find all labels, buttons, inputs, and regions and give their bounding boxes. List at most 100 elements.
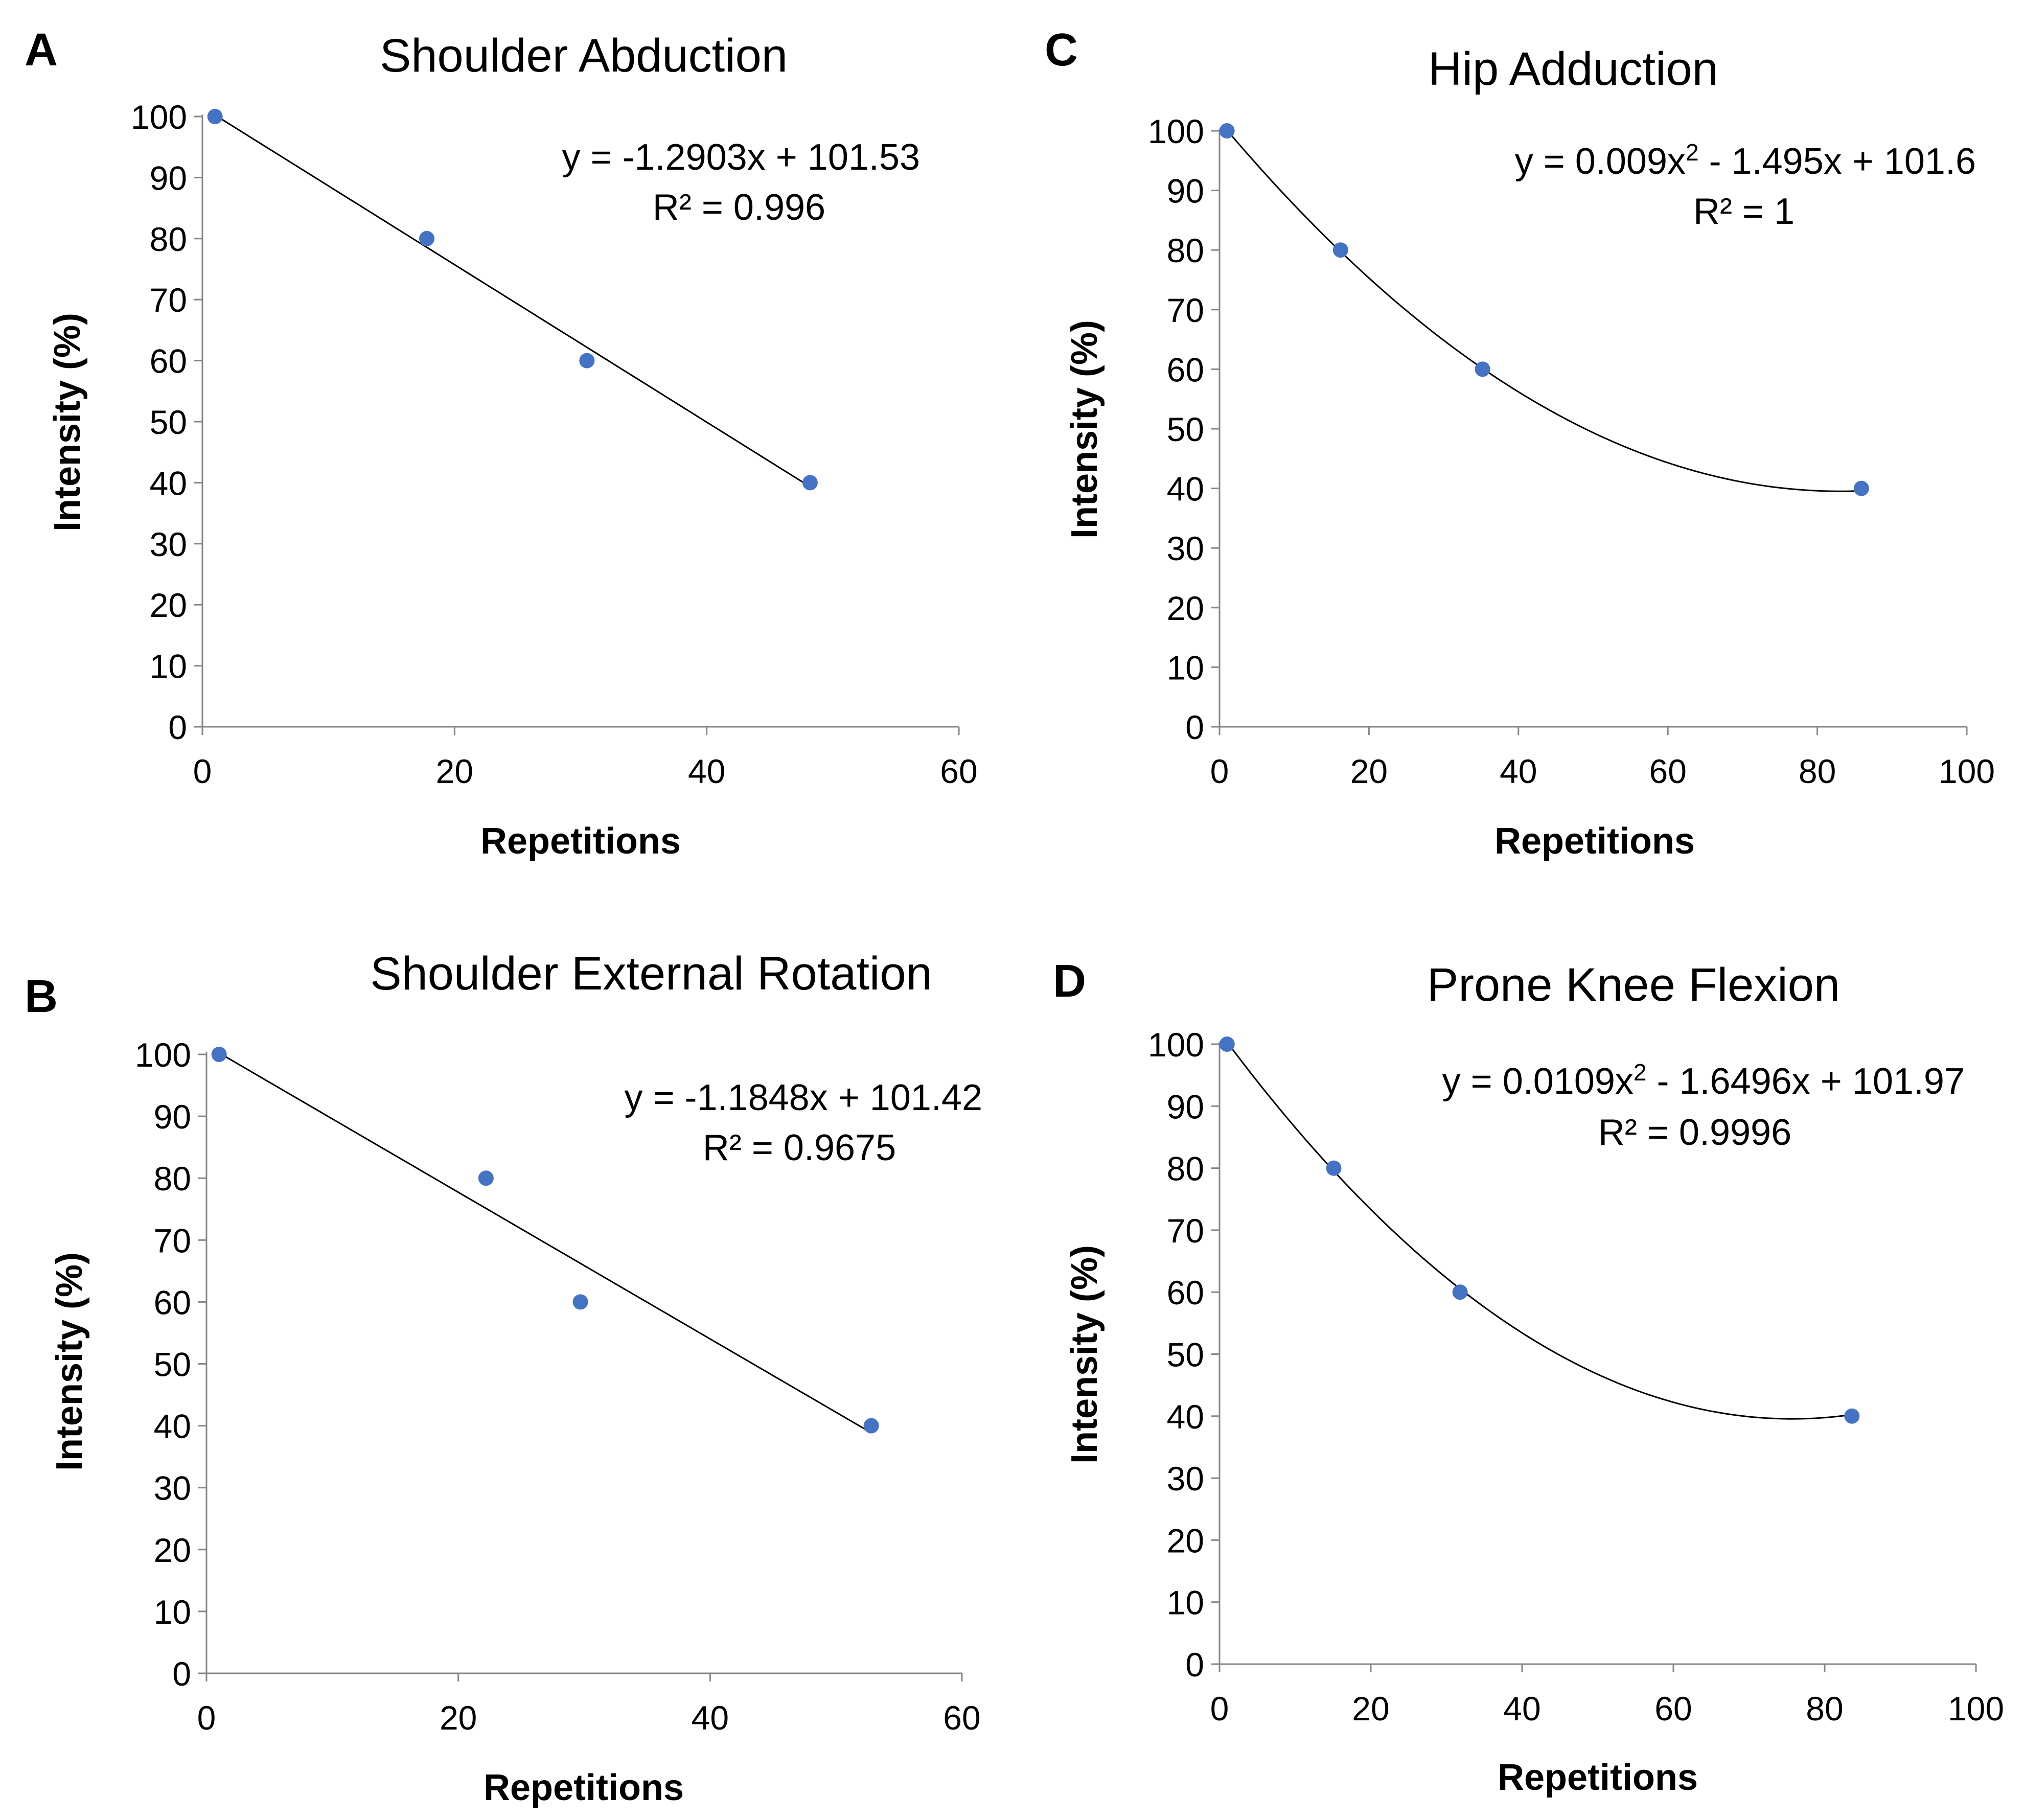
data-point [1844,1408,1860,1424]
plot-area: 0 10 20 30 40 50 60 70 80 90 100 0 20 40 60 80 100 [1148,112,1995,790]
x-tick-label: 20 [1352,1690,1389,1727]
x-axis-label: Repetitions [484,1767,684,1808]
y-tick-label: 100 [131,98,187,136]
y-tick-label: 90 [1167,1088,1204,1125]
x-axis-label: Repetitions [480,821,681,862]
x-tick-label: 0 [193,752,212,790]
data-point [802,475,818,491]
r-squared: R² = 1 [1693,191,1795,232]
y-tick-label: 70 [1167,1212,1204,1250]
trendline [214,114,811,488]
x-tick-label: 20 [436,752,473,790]
y-axis-label: Intensity (%) [1064,1245,1105,1464]
y-tick-label: 20 [1167,589,1204,627]
data-point [1475,361,1490,377]
y-tick-label: 30 [1167,529,1204,567]
chart-title: Shoulder External Rotation [370,948,932,1000]
trendline [218,1052,872,1434]
x-tick-label: 20 [1350,752,1388,790]
y-tick-label: 70 [150,281,187,319]
data-point [419,231,435,246]
x-tick-label: 80 [1799,752,1836,790]
plot-area: 0 10 20 30 40 50 60 70 80 90 100 0 20 40 60 [135,1036,981,1737]
y-tick-label: 0 [172,1655,191,1693]
y-tick-label: 20 [154,1531,191,1569]
y-tick-label: 50 [1167,410,1204,448]
y-tick-label: 80 [154,1160,191,1197]
data-point [1326,1160,1342,1176]
chart-title: Prone Knee Flexion [1427,959,1840,1011]
y-tick-label: 60 [1167,351,1204,388]
data-point [572,1294,588,1310]
y-tick-label: 40 [154,1408,191,1445]
x-tick-label: 60 [1654,1690,1692,1727]
panel-letter: C [1045,25,1078,76]
trendline-equation: y = 0.0109x2 - 1.6496x + 101.97 [1442,1059,1965,1102]
y-tick-label: 10 [1167,649,1204,686]
y-tick-label: 30 [154,1469,191,1507]
r-squared: R² = 0.9675 [703,1127,896,1168]
panel-b: B Shoulder External Rotation 0 10 20 30 40 50… [25,948,982,1808]
x-tick-label: 60 [940,752,977,790]
data-point [863,1418,879,1434]
y-tick-label: 60 [150,342,187,380]
r-squared: R² = 0.9996 [1598,1112,1791,1153]
y-tick-label: 80 [150,220,187,258]
y-tick-label: 60 [154,1283,191,1321]
data-point [1853,480,1869,496]
x-tick-label: 100 [1948,1690,2004,1727]
x-tick-label: 40 [692,1699,729,1737]
y-tick-label: 50 [154,1346,191,1384]
y-tick-label: 100 [1148,1026,1204,1064]
x-tick-label: 0 [1210,752,1229,790]
y-tick-label: 50 [150,403,187,441]
y-tick-label: 80 [1167,232,1204,269]
y-tick-label: 90 [150,159,187,197]
trendline-equation: y = -1.2903x + 101.53 [562,137,920,178]
y-tick-label: 50 [1167,1336,1204,1374]
plot-area: 0 10 20 30 40 50 60 70 80 90 100 0 20 40 60 80 100 [1148,1026,2004,1727]
y-tick-label: 20 [150,586,187,624]
y-tick-label: 100 [135,1036,191,1074]
data-point [1219,123,1235,139]
y-tick-label: 10 [154,1593,191,1631]
x-tick-label: 0 [1210,1690,1229,1727]
x-tick-label: 20 [440,1699,477,1737]
y-tick-label: 90 [1167,172,1204,210]
y-tick-label: 10 [1167,1584,1204,1622]
plot-area: 0 10 20 30 40 50 60 70 80 90 100 0 20 40 60 [131,98,978,790]
y-tick-label: 80 [1167,1150,1204,1188]
y-tick-label: 30 [150,525,187,563]
y-axis-label: Intensity (%) [1064,320,1105,539]
y-tick-label: 100 [1148,112,1204,150]
data-point [207,109,223,124]
y-axis-label: Intensity (%) [49,1252,90,1471]
trendline [1226,129,1861,492]
x-axis-label: Repetitions [1498,1757,1698,1798]
y-tick-label: 70 [1167,291,1204,329]
panel-letter: B [25,971,58,1022]
trendline-equation: y = 0.009x2 - 1.495x + 101.6 [1515,139,1976,182]
x-tick-label: 80 [1806,1690,1843,1727]
y-tick-label: 30 [1167,1460,1204,1498]
panel-letter: A [25,25,58,76]
y-tick-label: 10 [150,648,187,685]
x-tick-label: 100 [1939,752,1995,790]
y-tick-label: 0 [1185,708,1204,746]
x-tick-label: 60 [1649,752,1686,790]
y-axis-label: Intensity (%) [47,313,88,532]
y-tick-label: 40 [150,464,187,502]
x-tick-label: 40 [688,752,725,790]
r-squared: R² = 0.996 [653,187,825,228]
data-point [478,1170,494,1186]
y-tick-label: 0 [1185,1646,1204,1684]
y-tick-label: 40 [1167,1398,1204,1436]
x-axis-label: Repetitions [1494,821,1695,862]
panel-letter: D [1053,956,1086,1007]
x-tick-label: 60 [943,1699,980,1737]
data-point [1219,1036,1235,1052]
y-tick-label: 20 [1167,1522,1204,1559]
x-tick-label: 40 [1500,752,1537,790]
trendline-equation: y = -1.1848x + 101.42 [624,1077,982,1118]
